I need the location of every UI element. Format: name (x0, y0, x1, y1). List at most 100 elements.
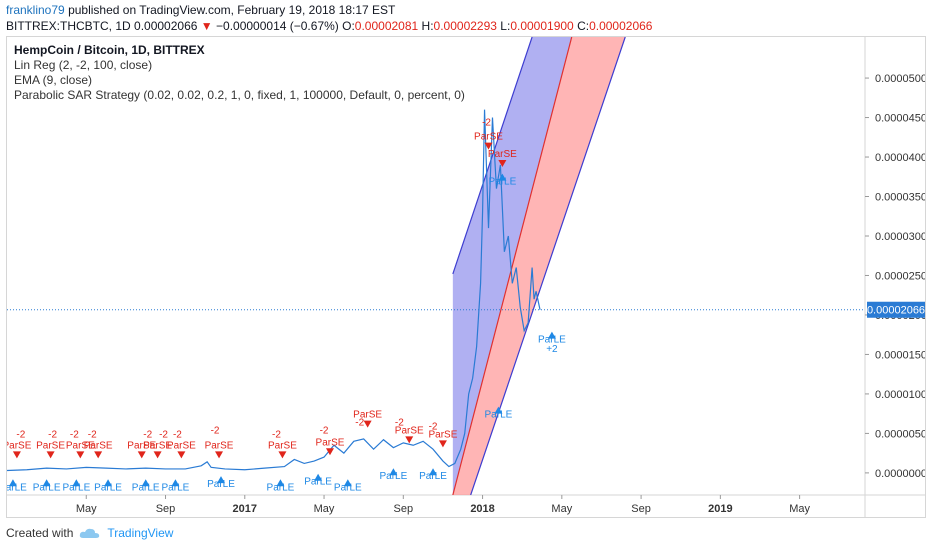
short-signal-arrow (278, 451, 287, 459)
short-signal-arrow (137, 451, 146, 459)
short-signal-arrow (215, 451, 224, 459)
x-tick-label: May (551, 503, 572, 515)
short-signal-label: -2 (48, 429, 57, 440)
short-signal-arrow (405, 436, 414, 444)
change-down-icon: ▼ (200, 19, 213, 33)
symbol-name: BITTREX:THCBTC, 1D (6, 19, 131, 33)
short-signal-label: -2 (272, 429, 281, 440)
short-signal-label: -2 (211, 425, 220, 436)
short-signal-label: -2 (429, 421, 438, 432)
short-signal-arrow (325, 448, 334, 456)
short-signal-label: -2 (395, 418, 404, 429)
chart-header: franklino79 published on TradingView.com… (0, 0, 932, 36)
close-label: C: (577, 19, 590, 33)
author-link[interactable]: franklino79 (6, 3, 65, 17)
price-change: −0.00000014 (−0.67%) (216, 19, 339, 33)
symbol-line: BITTREX:THCBTC, 1D 0.00002066 ▼ −0.00000… (6, 19, 652, 33)
high-value: 0.00002293 (433, 19, 497, 33)
x-tick-label: 2017 (233, 503, 257, 515)
footer: Created with TradingView (6, 526, 173, 540)
long-signal-arrow (217, 476, 226, 484)
published-text: published on TradingView.com, February 1… (68, 3, 396, 17)
short-signal-arrow (94, 451, 103, 459)
legend-linreg[interactable]: Lin Reg (2, -2, 100, close) (14, 58, 153, 72)
current-price-tag (867, 301, 925, 318)
open-value: 0.00002081 (354, 19, 419, 33)
publication-line: franklino79 published on TradingView.com… (6, 3, 395, 17)
x-tick-label: May (314, 503, 335, 515)
indicator-legend: HempCoin / Bitcoin, 1D, BITTREX Lin Reg … (14, 43, 465, 103)
long-signal-arrow (343, 479, 352, 487)
short-signal-label: -2 (173, 429, 182, 440)
x-tick-label: Sep (631, 503, 651, 515)
long-signal-arrow (498, 173, 507, 181)
short-signal-arrow (153, 451, 162, 459)
long-signal-arrow (276, 479, 285, 487)
short-signal-arrow (177, 451, 186, 459)
low-value: 0.00001900 (510, 19, 574, 33)
short-signal-label: ParSE (84, 440, 113, 451)
short-signal-label: -2 (88, 429, 97, 440)
short-signal-label: ParSE (488, 149, 517, 160)
long-signal-arrow (42, 479, 51, 487)
long-signal-label: ParLE (379, 471, 407, 482)
long-signal-arrow (72, 479, 81, 487)
open-label: O: (342, 19, 355, 33)
long-signal-arrow (171, 479, 180, 487)
long-signal-label: ParLE (267, 482, 295, 493)
long-signal-arrow (104, 479, 113, 487)
channel-lower-band (452, 37, 626, 495)
long-signal-label: ParLE (485, 410, 513, 421)
long-signal-label: ParLE (132, 482, 160, 493)
long-signal-arrow (314, 473, 323, 481)
short-signal-arrow (438, 440, 447, 448)
long-signal-label: ParLE (62, 482, 90, 493)
x-tick-label: 2018 (470, 503, 494, 515)
long-signal-label: ParLE (162, 482, 190, 493)
plot-layer: ParSE-2ParSE-2-2ParSE-2ParSEParSE-2ParSE… (7, 37, 626, 495)
channel-upper-line (452, 37, 533, 275)
legend-ema[interactable]: EMA (9, close) (14, 73, 93, 87)
long-signal-arrow (429, 468, 438, 476)
short-signal-label: ParSE (143, 440, 172, 451)
channel-lower-line (470, 37, 626, 495)
long-signal-arrow (547, 331, 556, 339)
x-tick-label: Sep (394, 503, 414, 515)
long-signal-label: ParLE (94, 482, 122, 493)
long-signal-label: ParLE (419, 471, 447, 482)
short-signal-label: -2 (355, 418, 364, 429)
short-signal-label: ParSE (474, 132, 503, 143)
last-price: 0.00002066 (134, 19, 198, 33)
created-with-text: Created with (6, 526, 74, 540)
legend-title: HempCoin / Bitcoin, 1D, BITTREX (14, 43, 205, 57)
price-series-line (7, 109, 541, 472)
short-signal-arrow (363, 420, 372, 428)
tradingview-link[interactable]: TradingView (107, 526, 174, 540)
long-signal-arrow (8, 479, 17, 487)
long-signal-arrow (389, 468, 398, 476)
short-signal-label: -2 (16, 429, 25, 440)
short-signal-label: ParSE (395, 425, 424, 436)
long-signal-label: ParLE (538, 335, 566, 346)
short-signal-label: ParSE (205, 440, 234, 451)
tradingview-cloud-icon (80, 528, 100, 538)
short-signal-label: ParSE (353, 410, 382, 421)
long-signal-label: ParLE (334, 482, 362, 493)
y-tick-label: 0.00000000 (875, 468, 925, 480)
x-tick-label: May (76, 503, 97, 515)
legend-psar[interactable]: Parabolic SAR Strategy (0.02, 0.02, 0.2,… (14, 88, 465, 102)
short-signal-label: ParSE (36, 440, 65, 451)
x-tick-label: May (789, 503, 810, 515)
x-tick-label: 2019 (708, 503, 732, 515)
short-signal-label: ParSE (167, 440, 196, 451)
short-signal-label: -2 (143, 429, 152, 440)
short-signal-arrow (46, 451, 55, 459)
low-label: L: (500, 19, 511, 33)
